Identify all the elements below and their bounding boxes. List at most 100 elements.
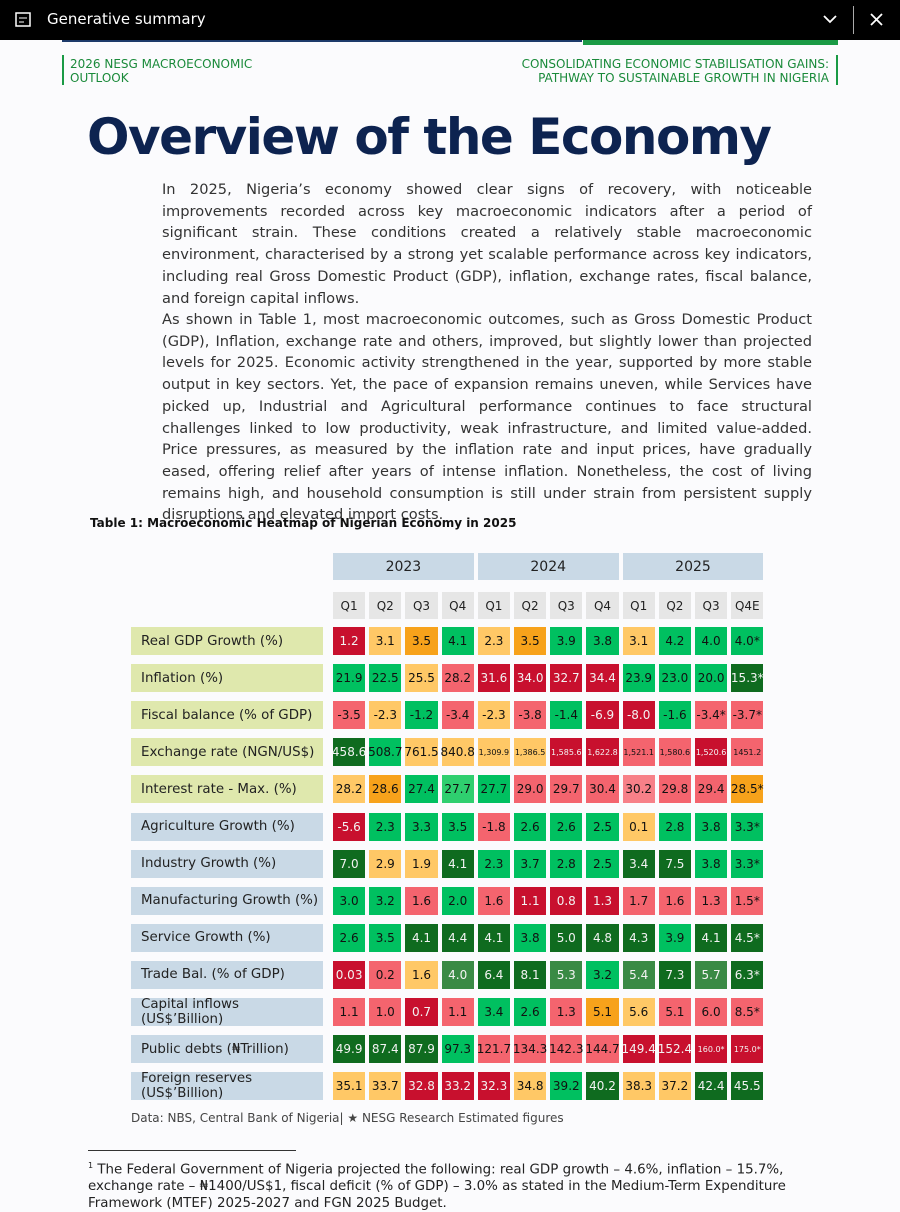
year-header: 2025 <box>622 553 764 580</box>
heatmap-cell: 1.2 <box>333 627 366 655</box>
header-left: 2026 NESG MACROECONOMIC OUTLOOK <box>70 57 253 85</box>
heatmap-cell: 4.4 <box>441 923 474 952</box>
row-label: Service Growth (%) <box>131 923 323 952</box>
heatmap-cell: 1.1 <box>441 998 474 1026</box>
heatmap-cell: -2.3 <box>477 701 510 730</box>
heatmap-cell: 3.8 <box>695 849 728 878</box>
row-label: Interest rate - Max. (%) <box>131 775 323 804</box>
heatmap-cell: 761.5 <box>404 738 439 767</box>
quarter-header: Q1 <box>622 592 655 619</box>
heatmap-cell: 30.4 <box>586 775 619 804</box>
heatmap-cell: 6.0 <box>695 998 728 1026</box>
collapse-button[interactable] <box>820 10 840 30</box>
heatmap-cell: -1.8 <box>477 812 510 841</box>
row-label: Manufacturing Growth (%) <box>131 886 323 915</box>
close-button[interactable] <box>867 10 887 30</box>
heatmap-cell: 121.7 <box>477 1035 511 1064</box>
footnote-text: The Federal Government of Nigeria projec… <box>88 1162 786 1212</box>
heatmap-cell: 4.1 <box>477 923 510 952</box>
heatmap-cell: 2.6 <box>333 923 366 952</box>
heatmap-cell: 25.5 <box>405 664 438 693</box>
row-label: Inflation (%) <box>131 664 323 693</box>
heatmap-cell: 5.4 <box>622 960 655 989</box>
heatmap-cell: 1451.2 <box>731 738 764 767</box>
heatmap-cell: -1.2 <box>405 701 438 730</box>
heatmap-cell: 4.2 <box>658 627 691 655</box>
heatmap-cell: 1,309.9 <box>477 738 510 767</box>
heatmap-cell: 175.0* <box>731 1035 764 1064</box>
heatmap-cell: 7.0 <box>333 849 366 878</box>
heatmap-cell: 5.7 <box>695 960 728 989</box>
heatmap-cell: 7.5 <box>658 849 691 878</box>
page-title: Overview of the Economy <box>87 108 772 166</box>
heatmap-cell: 3.8 <box>695 812 728 841</box>
heatmap-cell: -1.6 <box>658 701 691 730</box>
heatmap-cell: 5.3 <box>550 960 583 989</box>
heatmap-cell: 32.8 <box>405 1072 438 1101</box>
heatmap-cell: -6.9 <box>586 701 619 730</box>
heatmap-cell: 1,585.6 <box>550 738 583 767</box>
heatmap-cell: 27.7 <box>477 775 510 804</box>
heatmap-cell: 8.1 <box>514 960 547 989</box>
heatmap-cell: 38.3 <box>622 1072 655 1101</box>
heatmap-cell: 1.5* <box>731 886 764 915</box>
heatmap-cell: 160.0* <box>695 1035 728 1064</box>
heatmap-cell: 4.0 <box>695 627 728 655</box>
heatmap-cell: -3.4 <box>441 701 474 730</box>
heatmap-cell: 28.2 <box>441 664 474 693</box>
heatmap-cell: 3.2 <box>586 960 619 989</box>
top-bar-title: Generative summary <box>47 10 206 28</box>
row-label: Exchange rate (NGN/US$) <box>131 738 323 767</box>
heatmap-cell: 4.1 <box>695 923 728 952</box>
heatmap-cell: 2.0 <box>441 886 474 915</box>
quarter-header: Q3 <box>405 592 438 619</box>
heatmap-cell: 1,580.6 <box>658 738 691 767</box>
footnote: 1 The Federal Government of Nigeria proj… <box>88 1157 808 1212</box>
heatmap-cell: 34.0 <box>514 664 547 693</box>
heatmap-cell: 2.5 <box>586 812 619 841</box>
top-bar: Generative summary <box>0 0 900 40</box>
heatmap-cell: 3.0 <box>333 886 366 915</box>
heatmap-cell: 142.3 <box>549 1035 583 1064</box>
quarter-header: Q4 <box>441 592 474 619</box>
heatmap-cell: 28.2 <box>333 775 366 804</box>
heatmap-cell: 29.7 <box>550 775 583 804</box>
heatmap-cell: 32.7 <box>550 664 583 693</box>
heatmap-cell: 87.9 <box>405 1035 438 1064</box>
heatmap-cell: 5.0 <box>550 923 583 952</box>
heatmap-cell: 34.8 <box>514 1072 547 1101</box>
heatmap-cell: 21.9 <box>333 664 366 693</box>
heatmap-cell: 49.9 <box>333 1035 366 1064</box>
heatmap-cell: 4.1 <box>441 849 474 878</box>
heatmap-cell: 6.4 <box>477 960 510 989</box>
heatmap-cell: 0.8 <box>550 886 583 915</box>
heatmap-cell: -5.6 <box>333 812 366 841</box>
heatmap-cell: 34.4 <box>586 664 619 693</box>
paragraph: As shown in Table 1, most macroeconomic … <box>162 311 812 524</box>
table-caption: Table 1: Macroeconomic Heatmap of Nigeri… <box>90 516 517 530</box>
heatmap-cell: 1.3 <box>586 886 619 915</box>
heatmap-cell: 2.3 <box>369 812 402 841</box>
heatmap-cell: 3.5 <box>405 627 438 655</box>
heatmap-cell: 35.1 <box>333 1072 366 1101</box>
heatmap-cell: 22.5 <box>369 664 402 693</box>
heatmap-cell: 2.5 <box>586 849 619 878</box>
heatmap-cell: 23.0 <box>658 664 691 693</box>
heatmap-cell: 1.6 <box>477 886 510 915</box>
heatmap-cell: 2.9 <box>369 849 402 878</box>
quarter-header: Q2 <box>514 592 547 619</box>
heatmap-cell: 1.3 <box>695 886 728 915</box>
row-label: Agriculture Growth (%) <box>131 812 323 841</box>
heatmap-cell: 1.6 <box>405 886 438 915</box>
heatmap-cell: 27.7 <box>441 775 474 804</box>
heatmap-cell: 2.6 <box>514 998 547 1026</box>
heatmap-cell: 3.1 <box>369 627 402 655</box>
heatmap-cell: 3.4 <box>622 849 655 878</box>
footnote-mark: 1 <box>88 1161 94 1170</box>
heatmap-cell: 0.03 <box>333 960 366 989</box>
heatmap-cell: 1.6 <box>658 886 691 915</box>
heatmap-cell: 40.2 <box>586 1072 619 1101</box>
heatmap-cell: 0.7 <box>405 998 438 1026</box>
quarter-header: Q1 <box>477 592 510 619</box>
heatmap-cell: 29.8 <box>658 775 691 804</box>
